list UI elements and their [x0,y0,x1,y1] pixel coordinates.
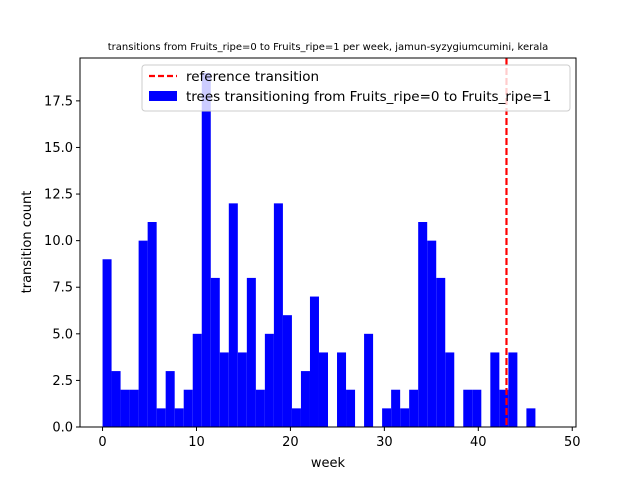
histogram-bar [201,72,211,427]
histogram-bar [382,408,392,427]
legend: reference transition trees transitioning… [141,64,571,112]
histogram-bar [219,352,229,427]
y-tick-label: 0.0 [52,421,73,436]
x-tick-label: 0 [98,435,106,450]
histogram-bar [156,408,166,427]
axes-frame [79,57,577,428]
histogram-bar [364,333,374,427]
histogram-bar [282,315,292,427]
histogram-bar [337,352,347,427]
histogram-bar [472,389,482,427]
histogram-bar [391,389,401,427]
histogram-bar [255,389,265,427]
histogram-bar [165,371,175,427]
x-tick-label: 30 [376,435,393,450]
x-tick-label: 40 [470,435,487,450]
y-tick-label: 15.0 [44,141,73,156]
histogram-bar [111,371,121,427]
histogram-bar [409,389,419,427]
histogram-bar [418,222,428,427]
histogram-bar [346,389,356,427]
histogram-bar [228,203,238,427]
legend-box [141,64,571,112]
histogram-bar [120,389,130,427]
histogram-bar [138,240,148,427]
histogram-bar [291,408,301,427]
histogram-bar [192,333,202,427]
x-axis-label: week [311,456,346,471]
histogram-bar [309,296,319,427]
legend-bar-swatch [149,91,177,101]
histogram-bar [273,203,283,427]
histogram-bar [436,277,446,427]
x-axis-ticks: 0 10 20 30 40 50 [98,427,581,450]
histogram-bar [526,408,536,427]
histogram-bar [300,371,310,427]
histogram-bar [400,408,410,427]
histogram-bar [246,277,256,427]
y-tick-label: 5.0 [52,327,73,342]
histogram-bar [210,277,220,427]
y-tick-label: 12.5 [44,188,73,203]
chart-title: transitions from Fruits_ripe=0 to Fruits… [108,42,549,53]
histogram-bar [264,333,274,427]
y-axis-label: transition count [20,191,35,294]
y-tick-label: 10.0 [44,234,73,249]
histogram-bar [318,352,328,427]
histogram-bar [499,389,509,427]
y-tick-label: 2.5 [52,374,73,389]
histogram-bar [174,408,184,427]
y-tick-label: 7.5 [52,281,73,296]
y-axis-ticks: 0.0 2.5 5.0 7.5 10.0 12.5 15.0 17.5 [44,94,80,436]
bars-group [102,72,536,427]
x-tick-label: 50 [564,435,581,450]
histogram-bar [183,389,193,427]
histogram-bar [463,389,473,427]
legend-label-trees-transitioning: trees transitioning from Fruits_ripe=0 t… [186,89,551,105]
histogram-bar [237,352,247,427]
histogram-bar [445,352,455,427]
histogram-bar [129,389,139,427]
x-tick-label: 20 [282,435,299,450]
x-tick-label: 10 [188,435,205,450]
histogram-bar [490,352,500,427]
histogram-bar [102,259,112,427]
histogram-bar [427,240,437,427]
legend-label-reference-transition: reference transition [186,69,319,85]
histogram-bar [508,352,518,427]
histogram-bar [147,222,157,427]
y-tick-label: 17.5 [44,94,73,109]
